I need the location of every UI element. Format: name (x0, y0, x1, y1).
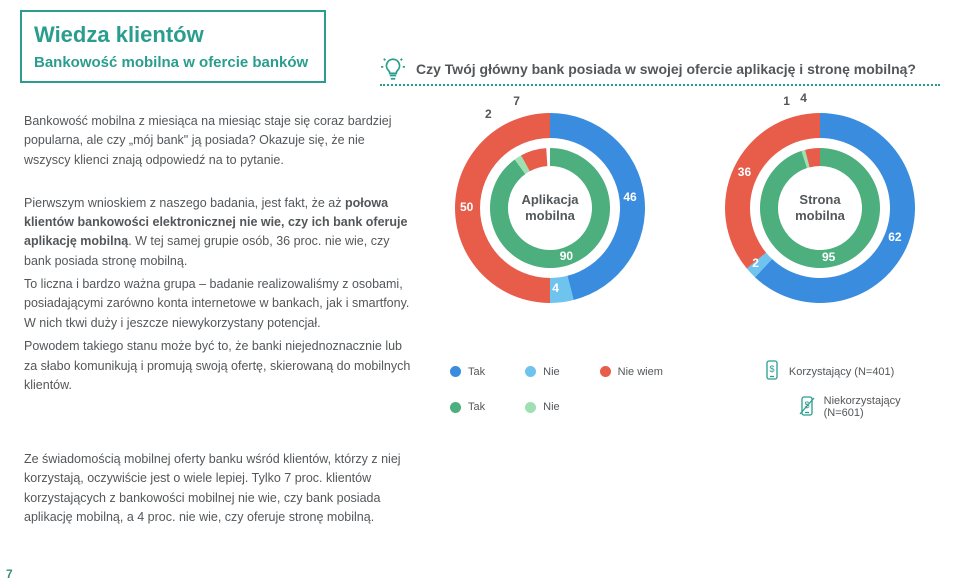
svg-text:$: $ (769, 364, 774, 374)
inner-value-label: 2 (485, 107, 492, 121)
legend-item: Tak (450, 366, 485, 378)
phone-icon: $ (763, 360, 781, 383)
dotted-divider (380, 84, 940, 86)
page-subtitle: Bankowość mobilna w ofercie banków (34, 54, 308, 71)
body-text: Bankowość mobilna z miesiąca na miesiąc … (24, 112, 414, 399)
para-2: Pierwszym wnioskiem z naszego badania, j… (24, 194, 414, 272)
chart-aplikacja: 464509027Aplikacjamobilna (430, 108, 670, 322)
para-1: Bankowość mobilna z miesiąca na miesiąc … (24, 112, 414, 170)
inner-value-label: 4 (800, 91, 807, 105)
donut-center-label: Stronamobilna (795, 192, 845, 225)
legend-group-nonusers: $ Niekorzystający (N=601) (798, 395, 920, 419)
outer-value-label: 2 (752, 256, 759, 270)
legend-group-users: $ Korzystający (N=401) (763, 360, 894, 383)
legend-swatch (525, 366, 536, 377)
legend-label: Tak (468, 366, 485, 378)
chart-strona: 622369514Stronamobilna (700, 108, 940, 322)
legend-group-label: Korzystający (N=401) (789, 366, 894, 378)
inner-value-label: 95 (822, 250, 835, 264)
lightbulb-icon (380, 56, 406, 82)
legend: Tak Nie Nie wiem $ Korzystający (N=401) Ta… (450, 360, 960, 431)
legend-label: Nie (543, 366, 560, 378)
outer-value-label: 4 (552, 281, 559, 295)
page-number: 7 (6, 567, 13, 581)
charts-area: 464509027Aplikacjamobilna 622369514Stron… (430, 108, 940, 322)
legend-group-label: Niekorzystający (N=601) (824, 395, 920, 419)
outer-value-label: 50 (460, 200, 473, 214)
legend-swatch (450, 366, 461, 377)
legend-item: Nie wiem (600, 366, 663, 378)
outer-value-label: 36 (738, 165, 751, 179)
inner-value-label: 90 (560, 249, 573, 263)
header-box: Wiedza klientów Bankowość mobilna w ofer… (20, 10, 326, 83)
legend-swatch (450, 402, 461, 413)
para-5: Ze świadomością mobilnej oferty banku wś… (24, 450, 424, 528)
legend-swatch (600, 366, 611, 377)
inner-value-label: 7 (513, 94, 520, 108)
para-4: Powodem takiego stanu może być to, że ba… (24, 337, 414, 395)
para-3: To liczna i bardzo ważna grupa – badanie… (24, 275, 414, 333)
donut-center-label: Aplikacjamobilna (521, 192, 578, 225)
question-row: Czy Twój główny bank posiada w swojej of… (380, 56, 916, 82)
phone-crossed-icon: $ (798, 396, 816, 419)
legend-row-outer: Tak Nie Nie wiem $ Korzystający (N=401) (450, 360, 960, 383)
bottom-text: Ze świadomością mobilnej oferty banku wś… (24, 450, 424, 528)
question-text: Czy Twój główny bank posiada w swojej of… (416, 61, 916, 77)
legend-item: Nie (525, 366, 560, 378)
inner-value-label: 1 (783, 94, 790, 108)
outer-value-label: 62 (888, 230, 901, 244)
legend-item: Tak (450, 401, 485, 413)
legend-label: Nie (543, 401, 560, 413)
legend-label: Tak (468, 401, 485, 413)
page-title: Wiedza klientów (34, 22, 308, 48)
legend-row-inner: Tak Nie $ Niekorzystający (N=601) (450, 395, 960, 419)
outer-value-label: 46 (623, 190, 636, 204)
legend-label: Nie wiem (618, 366, 663, 378)
legend-swatch (525, 402, 536, 413)
legend-item: Nie (525, 401, 560, 413)
